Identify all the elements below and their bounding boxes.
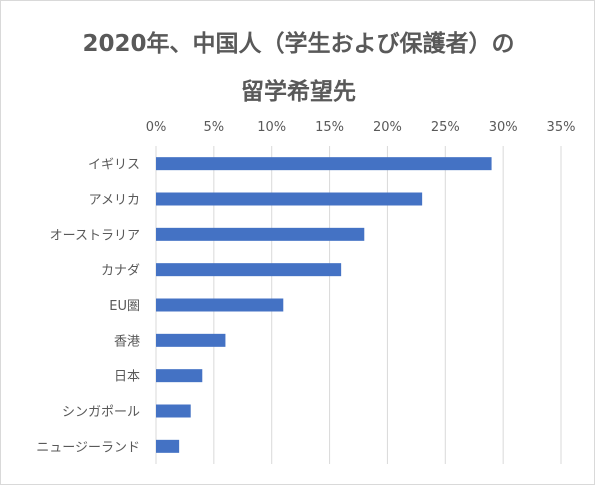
category-label: EU圏 — [109, 299, 140, 314]
x-tick-label: 35% — [547, 120, 576, 135]
bar — [156, 333, 226, 347]
x-axis-tick-labels: 0% 5% 10% 15% 20% 25% 30% 35% — [146, 120, 576, 135]
bar — [156, 298, 284, 312]
bars — [156, 157, 492, 453]
x-tick-label: 5% — [204, 120, 225, 135]
category-label: シンガポール — [62, 405, 140, 420]
category-label: ニュージーランド — [36, 440, 140, 455]
bar — [156, 369, 203, 383]
category-label: 香港 — [114, 334, 140, 349]
bar — [156, 263, 342, 277]
category-label: オーストラリア — [50, 228, 140, 243]
category-label: イギリス — [88, 158, 140, 173]
x-tick-label: 20% — [373, 120, 402, 135]
category-label: カナダ — [101, 264, 140, 279]
x-tick-label: 10% — [257, 120, 286, 135]
category-label: アメリカ — [89, 193, 140, 208]
bar — [156, 439, 180, 453]
bar — [156, 192, 423, 206]
chart-title-line-1: 2020年、中国人（学生および保護者）の — [82, 31, 515, 57]
category-label: 日本 — [114, 370, 140, 385]
x-tick-label: 15% — [315, 120, 344, 135]
bar — [156, 404, 191, 418]
x-tick-label: 25% — [431, 120, 460, 135]
bar — [156, 157, 492, 171]
bar — [156, 227, 365, 241]
chart-title-line-2: 留学希望先 — [241, 79, 356, 105]
x-tick-label: 0% — [146, 120, 167, 135]
x-tick-label: 30% — [489, 120, 518, 135]
